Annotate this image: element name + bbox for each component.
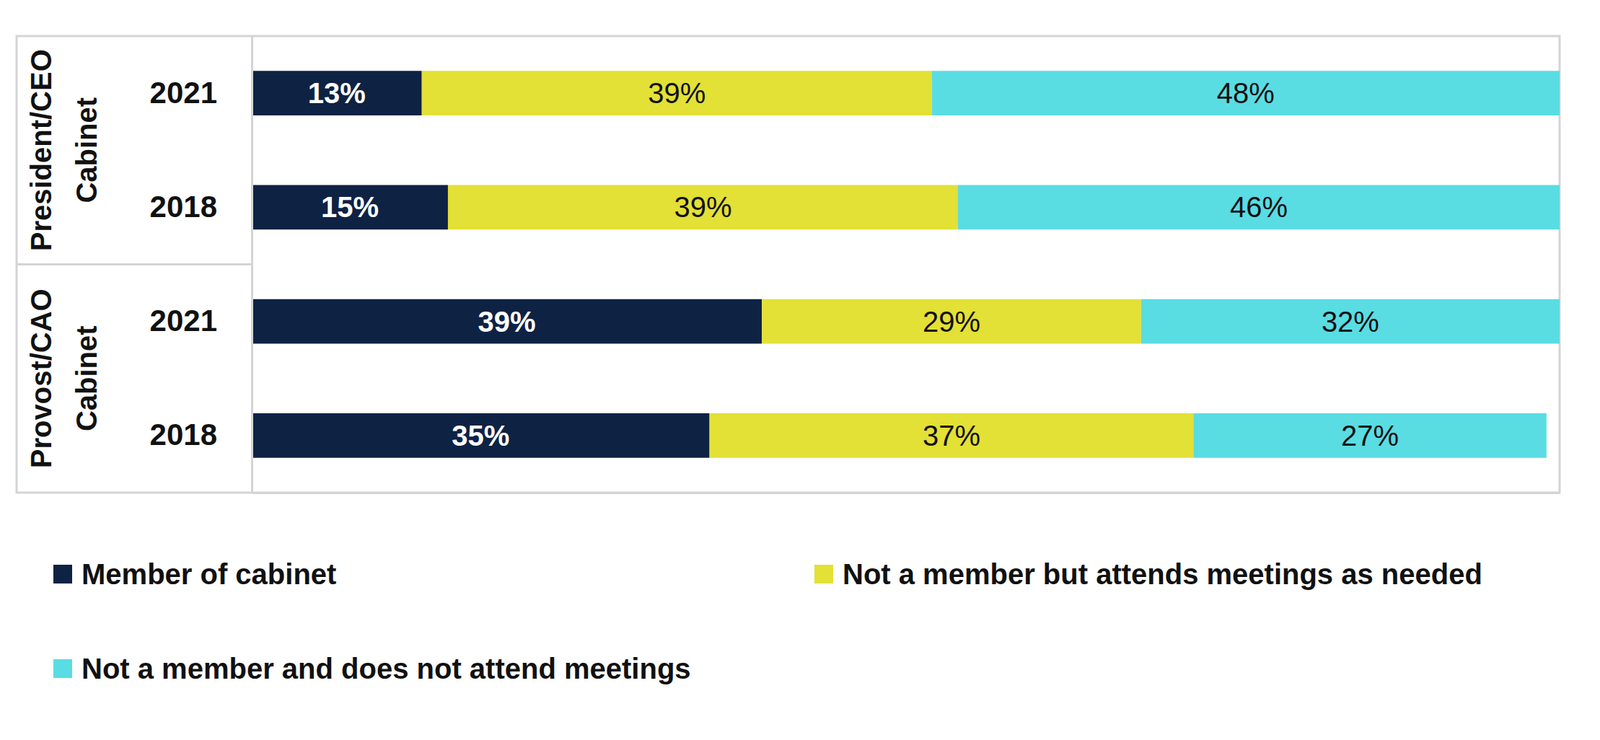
legend-item: Not a member but attends meetings as nee… — [814, 558, 1483, 591]
chart: 13% 15% 39% 35% 39% 39% 29% 37% 48% 46% 32% 27% 2021… — [0, 0, 1600, 740]
data-label: 15% — [321, 191, 379, 223]
data-label: 35% — [451, 419, 510, 452]
bar-segment — [932, 70, 1560, 116]
bar-segment — [447, 185, 958, 231]
y-tick-label: 2018 — [150, 189, 218, 224]
group-labels: President/CEO Cabinet Provost/CAO Cabinet — [16, 49, 252, 469]
y-tick-label: 2021 — [150, 303, 218, 338]
data-label: 48% — [1216, 77, 1275, 109]
data-label: 13% — [308, 77, 366, 109]
group-separator — [16, 263, 252, 266]
legend-label: Not a member and does not attend meeting… — [81, 652, 692, 685]
bar-segment — [251, 185, 448, 231]
bar-segment — [251, 70, 423, 116]
data-label: 39% — [647, 77, 706, 109]
bar-segment — [709, 413, 1194, 459]
y-tick: 2021 — [150, 75, 252, 110]
y-tick-label: 2018 — [150, 417, 218, 452]
group-label: Provost/CAO Cabinet — [25, 288, 103, 469]
group-label-line: Provost/CAO — [25, 288, 57, 469]
y-tick-label: 2021 — [150, 75, 218, 110]
data-label: 29% — [922, 305, 981, 338]
frame — [16, 36, 1560, 493]
legend-swatch — [53, 659, 73, 679]
plot-frame — [16, 36, 1560, 493]
y-tick: 2021 — [150, 303, 252, 338]
group-label: President/CEO Cabinet — [25, 49, 103, 252]
y-tick: 2018 — [150, 189, 252, 224]
legend-item: Not a member and does not attend meeting… — [53, 652, 692, 685]
data-label: 39% — [478, 305, 536, 338]
data-label: 39% — [673, 191, 732, 223]
bar-segment — [1141, 299, 1560, 345]
bar-segment — [957, 185, 1560, 231]
group-label-line: President/CEO — [25, 49, 57, 252]
bar-segment — [1193, 413, 1547, 459]
bar-segment — [251, 299, 762, 345]
x-axis — [252, 492, 1561, 494]
y-tick: 2018 — [150, 417, 252, 452]
legend-label: Not a member but attends meetings as nee… — [842, 558, 1483, 591]
group-label-line: Cabinet — [70, 325, 103, 432]
bar-segment — [251, 413, 710, 459]
legend-label: Member of cabinet — [81, 558, 337, 591]
data-label: 37% — [922, 419, 981, 452]
legend-swatch — [814, 564, 834, 584]
legend-item: Member of cabinet — [53, 558, 337, 591]
x-axis-line — [252, 491, 1561, 495]
data-label: 27% — [1341, 419, 1399, 452]
data-label: 46% — [1229, 191, 1288, 223]
bar-segment — [761, 299, 1142, 345]
group-label-line: Cabinet — [70, 97, 103, 204]
bar-segment — [422, 70, 933, 116]
data-label: 32% — [1321, 305, 1380, 338]
legend-swatch — [53, 564, 73, 584]
legend: Member of cabinet Not a member but attend… — [53, 558, 1483, 685]
data-labels: 13% 15% 39% 35% 39% 39% 29% 37% 48% 46% 32% 27% — [308, 77, 1399, 452]
bars — [251, 70, 1560, 458]
